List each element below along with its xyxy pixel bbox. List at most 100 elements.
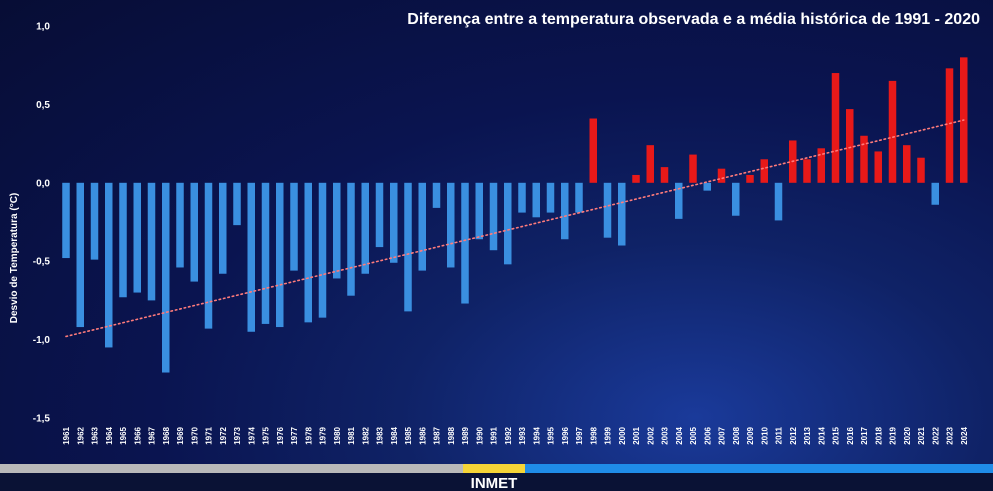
y-tick-label: 0,5 (36, 100, 50, 111)
x-tick-label: 1998 (589, 426, 598, 444)
x-tick-label: 1977 (290, 426, 299, 444)
bar-1994 (532, 182, 540, 218)
bar-1961 (62, 182, 70, 259)
bar-2013 (803, 159, 811, 183)
x-tick-label: 1989 (461, 426, 470, 444)
x-tick-label: 2014 (817, 426, 826, 444)
x-tick-label: 1994 (532, 426, 541, 444)
x-tick-label: 1983 (376, 426, 385, 444)
bar-1997 (575, 182, 583, 213)
bar-2002 (646, 145, 654, 183)
footer-bar-gray (0, 464, 463, 473)
bar-2007 (717, 168, 726, 183)
x-tick-label: 2016 (846, 426, 855, 444)
x-tick-label: 1988 (447, 426, 456, 444)
x-tick-label: 2017 (860, 426, 869, 444)
x-tick-label: 1979 (319, 426, 328, 444)
footer-band (0, 473, 993, 491)
footer-bar-yellow (463, 464, 525, 473)
x-tick-label: 1996 (561, 426, 570, 444)
x-tick-label: 1980 (333, 426, 342, 444)
x-tick-label: 1963 (91, 426, 100, 444)
bar-1987 (432, 182, 441, 208)
bar-2020 (903, 145, 911, 183)
x-tick-label: 1992 (504, 426, 513, 444)
x-tick-label: 1967 (148, 426, 157, 444)
bar-1967 (147, 182, 156, 301)
bar-1993 (518, 182, 526, 213)
bar-2014 (817, 148, 825, 183)
bar-2011 (774, 182, 783, 221)
x-tick-label: 1966 (133, 426, 142, 444)
x-tick-label: 1973 (233, 426, 242, 444)
bar-1977 (290, 182, 298, 271)
y-tick-label: -0,5 (33, 257, 51, 268)
x-tick-label: 1981 (347, 426, 356, 444)
x-tick-label: 1990 (475, 426, 484, 444)
bar-2022 (931, 182, 939, 205)
x-tick-label: 1972 (219, 426, 228, 444)
x-tick-label: 1974 (247, 426, 256, 444)
bar-1982 (361, 182, 369, 274)
x-tick-label: 2009 (746, 426, 755, 444)
x-tick-label: 1961 (62, 426, 71, 444)
x-tick-label: 1999 (604, 426, 613, 444)
x-tick-label: 2002 (646, 426, 655, 444)
bar-1990 (475, 182, 483, 240)
x-tick-label: 1968 (162, 426, 171, 444)
bar-1984 (390, 182, 398, 263)
x-tick-label: 2005 (689, 426, 698, 444)
bar-1969 (176, 182, 184, 268)
bar-1978 (304, 182, 312, 323)
y-tick-label: -1,5 (33, 414, 51, 425)
footer-bar-blue (525, 464, 993, 473)
x-tick-label: 2006 (703, 426, 712, 444)
bar-1998 (589, 118, 597, 183)
bar-1965 (119, 182, 127, 298)
bar-2023 (945, 68, 954, 183)
bar-2017 (860, 135, 868, 183)
x-tick-label: 1982 (361, 426, 370, 444)
y-tick-label: 0,0 (36, 178, 50, 189)
x-tick-label: 1997 (575, 426, 584, 444)
x-tick-label: 1984 (390, 426, 399, 444)
bar-2010 (760, 159, 768, 183)
y-axis-ticks: 1,0 0,5 0,0 -0,5 -1,0 -1,5 (33, 22, 51, 425)
x-tick-label: 2022 (931, 426, 940, 444)
bar-2009 (746, 174, 754, 183)
bar-1966 (133, 182, 141, 293)
x-tick-label: 1969 (176, 426, 185, 444)
x-tick-label: 2021 (917, 426, 926, 444)
bar-1973 (233, 182, 241, 226)
bar-1968 (162, 182, 170, 373)
bar-2003 (660, 167, 669, 183)
y-tick-label: -1,0 (33, 335, 51, 346)
bar-2005 (689, 154, 697, 183)
x-tick-label: 2010 (760, 426, 769, 444)
bar-1983 (375, 182, 384, 248)
x-tick-label: 1975 (262, 426, 271, 444)
bar-1970 (190, 182, 198, 282)
bar-1989 (461, 182, 469, 304)
bar-1991 (489, 182, 498, 251)
x-tick-label: 2024 (960, 426, 969, 444)
x-tick-label: 1976 (276, 426, 285, 444)
bar-2015 (831, 73, 840, 183)
bar-2019 (888, 80, 897, 183)
bar-1972 (219, 182, 227, 274)
x-tick-label: 2020 (903, 426, 912, 444)
bar-1962 (76, 182, 84, 328)
bar-1996 (561, 182, 569, 240)
x-tick-label: 1965 (119, 426, 128, 444)
x-axis-ticks: 1961 1962 1963 1964 1965 1966 1967 1968 1969 1970… (62, 426, 969, 444)
bar-1976 (276, 182, 284, 328)
bar-1986 (418, 182, 426, 271)
y-axis-label: Desvio de Temperatura (°C) (9, 193, 20, 324)
bar-1980 (333, 182, 341, 279)
bar-1964 (105, 182, 113, 348)
bar-1975 (261, 182, 270, 324)
bar-1963 (90, 182, 99, 260)
bar-1985 (404, 182, 412, 312)
x-tick-label: 1985 (404, 426, 413, 444)
